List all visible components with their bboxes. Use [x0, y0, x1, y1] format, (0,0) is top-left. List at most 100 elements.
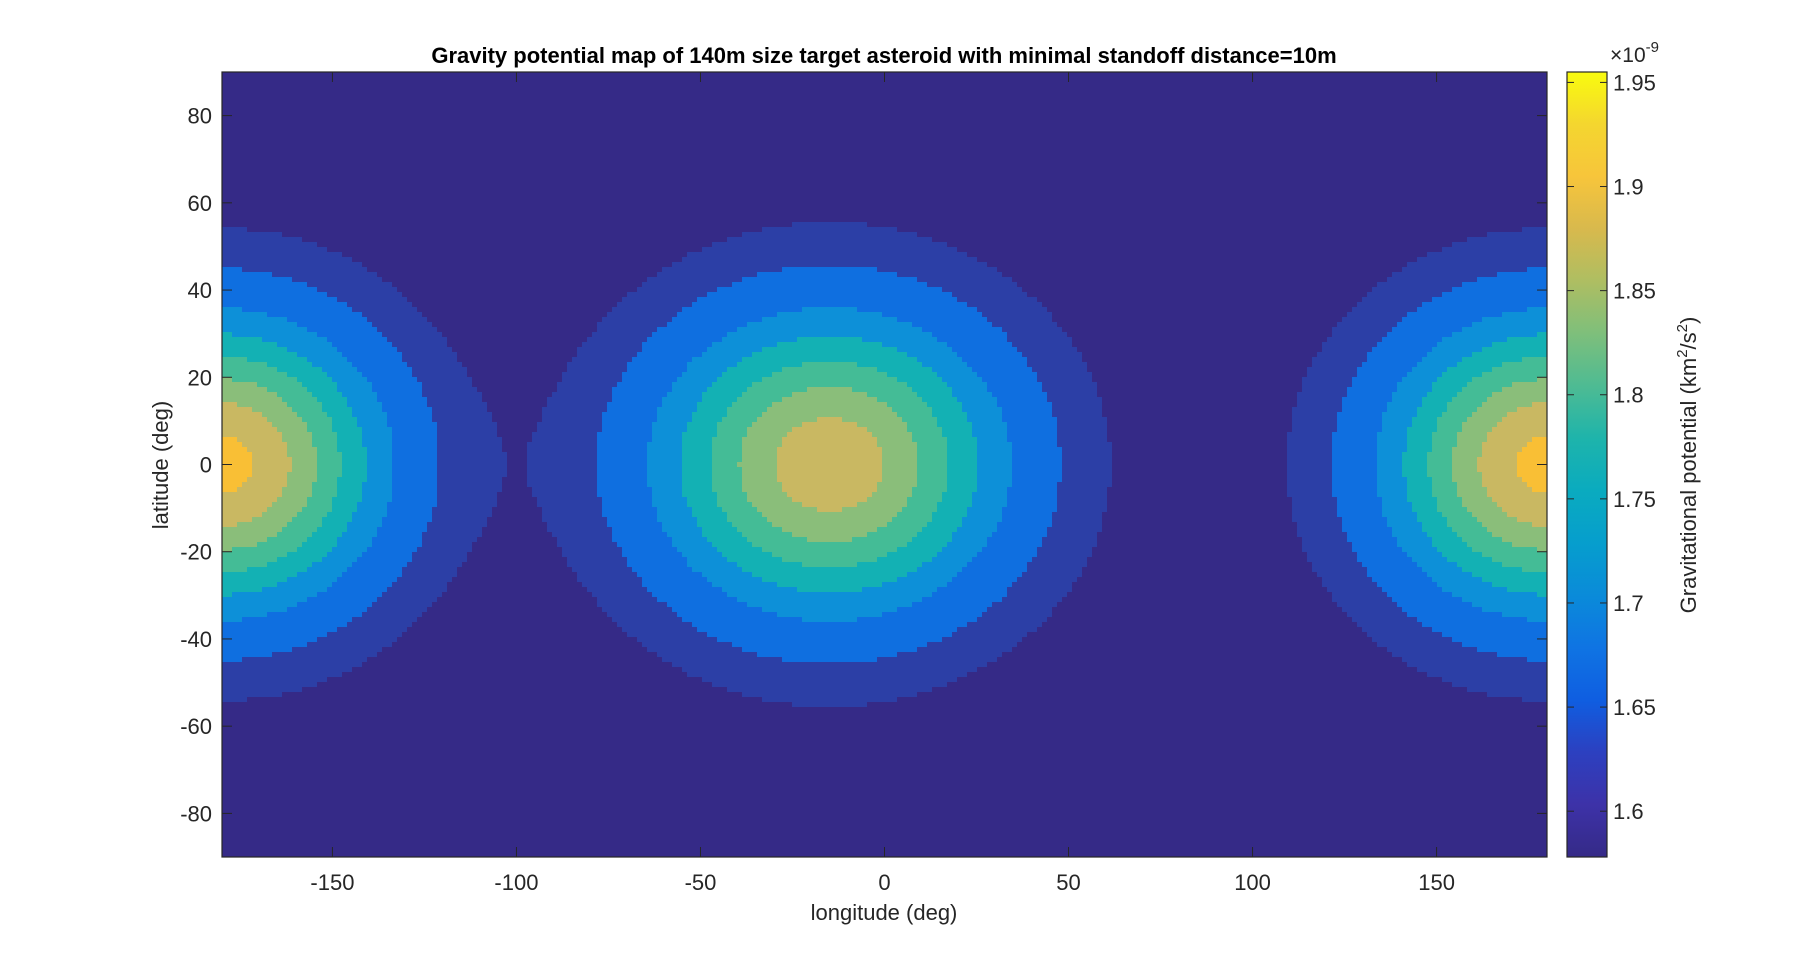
contour-cell	[1147, 137, 1153, 143]
contour-cell	[1107, 142, 1113, 148]
contour-cell	[917, 82, 923, 88]
contour-cell	[857, 82, 863, 88]
contour-cell	[272, 132, 278, 138]
contour-cell	[1487, 87, 1493, 93]
contour-cell	[1527, 142, 1533, 148]
contour-cell	[782, 117, 788, 123]
contour-cell	[842, 102, 848, 108]
contour-cell	[242, 107, 248, 113]
contour-cell	[1387, 97, 1393, 103]
contour-cell	[1532, 117, 1538, 123]
contour-cell	[962, 142, 968, 148]
contour-cell	[1347, 107, 1353, 113]
contour-cell	[517, 97, 523, 103]
contour-cell	[1297, 72, 1303, 78]
contour-cell	[1067, 147, 1073, 153]
contour-cell	[677, 117, 683, 123]
contour-cell	[1417, 157, 1423, 163]
contour-cell	[1177, 92, 1183, 98]
contour-cell	[507, 82, 513, 88]
contour-cell	[497, 97, 503, 103]
contour-cell	[422, 162, 428, 168]
contour-cell	[862, 87, 868, 93]
contour-cell	[257, 132, 263, 138]
contour-cell	[222, 137, 228, 143]
contour-cell	[502, 87, 508, 93]
contour-cell	[292, 162, 298, 168]
contour-cell	[477, 117, 483, 123]
contour-cell	[452, 152, 458, 158]
contour-cell	[347, 147, 353, 153]
contour-cell	[222, 152, 228, 158]
contour-cell	[642, 102, 648, 108]
contour-cell	[362, 107, 368, 113]
contour-cell	[537, 142, 543, 148]
contour-cell	[397, 147, 403, 153]
contour-cell	[442, 127, 448, 133]
contour-cell	[532, 137, 538, 143]
contour-cell	[1067, 157, 1073, 163]
contour-cell	[1167, 107, 1173, 113]
contour-cell	[1407, 142, 1413, 148]
contour-cell	[227, 117, 233, 123]
contour-cell	[1542, 152, 1547, 158]
contour-cell	[812, 117, 818, 123]
contour-cell	[442, 102, 448, 108]
contour-cell	[472, 112, 478, 118]
contour-cell	[1112, 142, 1118, 148]
contour-cell	[1532, 102, 1538, 108]
contour-cell	[1397, 112, 1403, 118]
contour-cell	[287, 142, 293, 148]
contour-cell	[1367, 137, 1373, 143]
contour-cell	[952, 142, 958, 148]
contour-cell	[1542, 92, 1547, 98]
contour-cell	[922, 137, 928, 143]
contour-cell	[452, 102, 458, 108]
contour-cell	[1402, 97, 1408, 103]
contour-cell	[1397, 157, 1403, 163]
contour-cell	[797, 72, 803, 78]
contour-cell	[882, 122, 888, 128]
contour-cell	[1412, 142, 1418, 148]
contour-cell	[307, 92, 313, 98]
contour-cell	[347, 137, 353, 143]
contour-cell	[817, 137, 823, 143]
contour-cell	[277, 102, 283, 108]
contour-cell	[877, 102, 883, 108]
contour-cell	[407, 107, 413, 113]
contour-cell	[1277, 162, 1283, 168]
contour-cell	[1147, 127, 1153, 133]
contour-cell	[1297, 152, 1303, 158]
contour-cell	[407, 122, 413, 128]
contour-cell	[1432, 72, 1438, 78]
contour-cell	[257, 97, 263, 103]
contour-cell	[1112, 77, 1118, 83]
contour-cell	[1452, 127, 1458, 133]
contour-cell	[1527, 87, 1533, 93]
contour-cell	[387, 127, 393, 133]
contour-cell	[902, 102, 908, 108]
contour-cell	[407, 157, 413, 163]
contour-cell	[1302, 157, 1308, 163]
contour-cell	[262, 117, 268, 123]
contour-cell	[397, 107, 403, 113]
contour-cell	[1182, 132, 1188, 138]
contour-cell	[477, 92, 483, 98]
contour-cell	[467, 157, 473, 163]
contour-cell	[1007, 107, 1013, 113]
contour-cell	[567, 157, 573, 163]
contour-cell	[1312, 107, 1318, 113]
contour-cell	[267, 157, 273, 163]
contour-cell	[597, 97, 603, 103]
contour-cell	[1412, 122, 1418, 128]
contour-cell	[1342, 142, 1348, 148]
contour-cell	[1467, 157, 1473, 163]
contour-cell	[1527, 97, 1533, 103]
contour-cell	[1312, 92, 1318, 98]
contour-cell	[867, 72, 873, 78]
contour-cell	[737, 77, 743, 83]
contour-cell	[747, 162, 753, 168]
contour-cell	[982, 117, 988, 123]
contour-cell	[1182, 82, 1188, 88]
contour-cell	[1377, 102, 1383, 108]
